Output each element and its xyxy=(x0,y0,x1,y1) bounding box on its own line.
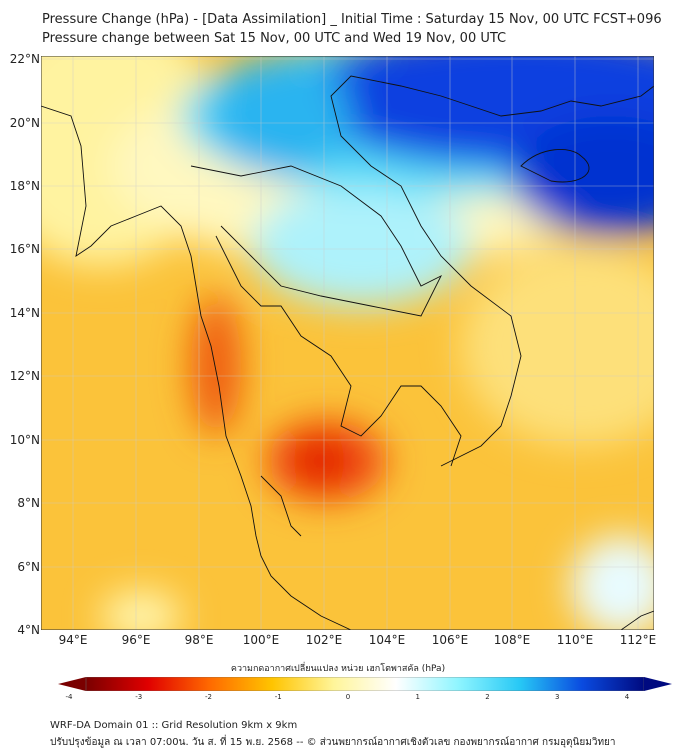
coastlines xyxy=(41,75,654,630)
footer-model-info: WRF-DA Domain 01 :: Grid Resolution 9km … xyxy=(50,720,298,731)
colorbar-tick: 4 xyxy=(624,693,630,701)
colorbar-tick: -1 xyxy=(274,693,282,701)
colorbar-tick: 2 xyxy=(485,693,490,701)
lat-label: 22°N xyxy=(9,52,40,66)
lon-label: 110°E xyxy=(556,633,594,647)
lon-label: 96°E xyxy=(121,633,151,647)
lat-label: 14°N xyxy=(9,306,40,320)
colorbar-tick: 3 xyxy=(555,693,560,701)
lat-label: 16°N xyxy=(9,242,40,256)
lat-label: 4°N xyxy=(17,623,40,637)
lat-label: 20°N xyxy=(9,116,40,130)
colorbar-min-arrow xyxy=(58,677,86,691)
lon-label: 108°E xyxy=(493,633,531,647)
lon-label: 102°E xyxy=(305,633,343,647)
lon-label: 106°E xyxy=(431,633,469,647)
colorbar-label: ความกดอากาศเปลี่ยนแปลง หน่วย เฮกโตพาสคัล… xyxy=(230,664,446,674)
colorbar-max-arrow xyxy=(644,677,672,691)
lon-label: 112°E xyxy=(619,633,657,647)
chart-title: Pressure Change (hPa) - [Data Assimilati… xyxy=(42,12,662,27)
lon-label: 94°E xyxy=(58,633,88,647)
colorbar-tick: 1 xyxy=(415,693,420,701)
lat-label: 8°N xyxy=(17,496,40,510)
colorbar-tick: -3 xyxy=(135,693,143,701)
colorbar-tick: -4 xyxy=(65,693,73,701)
lat-label: 18°N xyxy=(9,179,40,193)
lat-label: 10°N xyxy=(9,433,40,447)
colorbar-gradient xyxy=(85,677,645,691)
lon-label: 104°E xyxy=(368,633,406,647)
lat-label: 6°N xyxy=(17,560,40,574)
colorbar-tick: -2 xyxy=(205,693,212,701)
footer-credit: ปรับปรุงข้อมูล ณ เวลา 07:00น. วัน ส. ที่… xyxy=(50,737,616,748)
colorbar xyxy=(58,677,672,691)
colorbar-tick: 0 xyxy=(345,693,351,701)
gridlines xyxy=(41,56,654,630)
pressure-change-map xyxy=(41,56,654,630)
lat-label: 12°N xyxy=(9,369,40,383)
lon-label: 100°E xyxy=(242,633,280,647)
lon-label: 98°E xyxy=(184,633,214,647)
chart-subtitle: Pressure change between Sat 15 Nov, 00 U… xyxy=(42,31,507,46)
